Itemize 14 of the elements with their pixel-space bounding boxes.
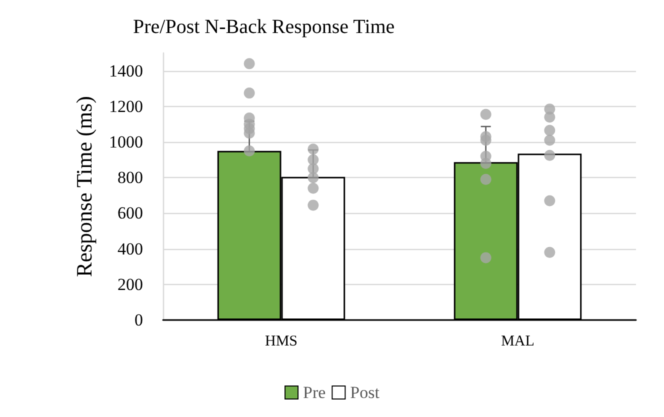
x-tick-label: MAL [501, 334, 534, 350]
legend-label: Post [350, 383, 380, 402]
y-tick-label: 1000 [109, 132, 143, 152]
x-tick-label: HMS [264, 334, 298, 350]
y-axis-title: Response Time (ms) [72, 96, 96, 277]
chart-title: Pre/Post N-Back Response Time [133, 16, 395, 38]
y-tick-label: 1200 [109, 96, 143, 116]
y-tick-label: 600 [118, 204, 143, 223]
y-tick-label: 0 [134, 310, 143, 330]
y-tick-label: 1400 [109, 61, 143, 80]
y-tick-label: 400 [118, 239, 143, 258]
y-tick-label: 800 [118, 168, 143, 188]
y-tick-label: 200 [118, 274, 143, 294]
legend-label: Pre [303, 383, 326, 402]
